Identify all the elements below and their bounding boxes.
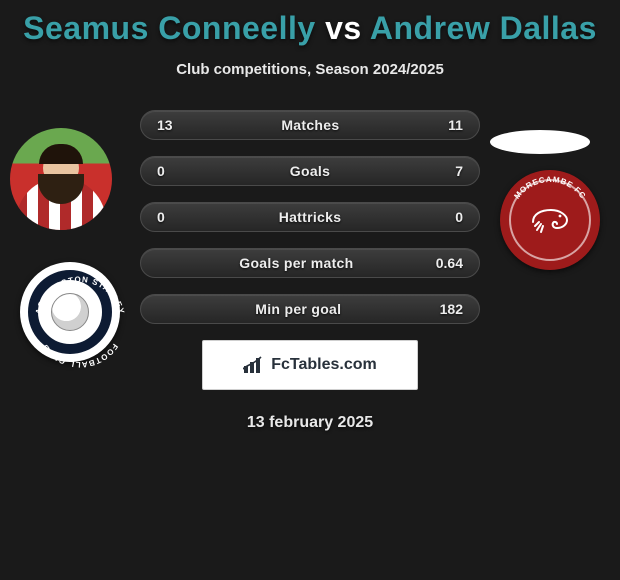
page-title: Seamus Conneelly vs Andrew Dallas [0, 0, 620, 47]
stat-bars: 13 Matches 11 0 Goals 7 0 Hattricks 0 Go… [140, 110, 480, 324]
date-text: 13 february 2025 [0, 414, 620, 432]
stat-left-value: 13 [157, 117, 173, 133]
bar-chart-icon [243, 356, 265, 374]
stat-row-goals-per-match: Goals per match 0.64 [140, 248, 480, 278]
stat-right-value: 7 [455, 163, 463, 179]
body-area: ACCRINGTON STANLEY FOOTBALL CLUB [0, 110, 620, 432]
comparison-infographic: Seamus Conneelly vs Andrew Dallas Club c… [0, 0, 620, 580]
player1-club-crest: ACCRINGTON STANLEY FOOTBALL CLUB [20, 262, 120, 362]
svg-text:MORECAMBE FC: MORECAMBE FC [512, 175, 587, 201]
player2-club-crest: MORECAMBE FC [500, 170, 600, 270]
player1-avatar [10, 128, 112, 230]
stat-left-value: 0 [157, 163, 165, 179]
subtitle: Club competitions, Season 2024/2025 [0, 61, 620, 78]
stat-row-goals: 0 Goals 7 [140, 156, 480, 186]
stat-label: Goals [290, 163, 330, 179]
stat-right-value: 11 [448, 117, 463, 133]
stat-row-matches: 13 Matches 11 [140, 110, 480, 140]
vs-text: vs [325, 10, 362, 46]
player1-name: Seamus Conneelly [23, 10, 316, 46]
stat-row-min-per-goal: Min per goal 182 [140, 294, 480, 324]
player2-name: Andrew Dallas [370, 10, 597, 46]
stat-left-value: 0 [157, 209, 165, 225]
stat-label: Goals per match [239, 255, 353, 271]
stat-label: Hattricks [279, 209, 342, 225]
crest-ring-text: ACCRINGTON STANLEY FOOTBALL CLUB [22, 264, 138, 380]
svg-text:ACCRINGTON STANLEY: ACCRINGTON STANLEY [34, 275, 127, 316]
stat-label: Matches [281, 117, 339, 133]
svg-text:FOOTBALL CLUB: FOOTBALL CLUB [40, 342, 119, 369]
stat-label: Min per goal [255, 301, 341, 317]
player1-avatar-illustration [10, 128, 112, 230]
stat-right-value: 0 [455, 209, 463, 225]
player2-avatar-placeholder [490, 130, 590, 154]
stat-right-value: 0.64 [436, 255, 463, 271]
brand-box: FcTables.com [202, 340, 418, 390]
crest-ring-text-right: MORECAMBE FC [500, 170, 600, 270]
stat-row-hattricks: 0 Hattricks 0 [140, 202, 480, 232]
stat-right-value: 182 [440, 301, 463, 317]
brand-text: FcTables.com [271, 356, 377, 374]
